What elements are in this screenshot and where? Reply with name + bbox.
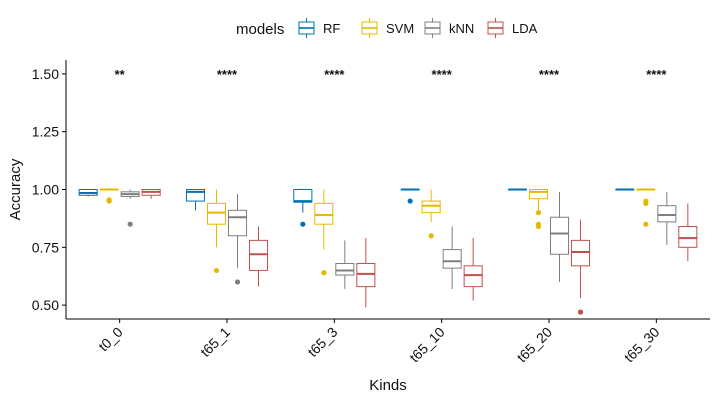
box-body (314, 202, 334, 225)
outlier-point (234, 279, 241, 285)
box-svm-t65_3 (314, 189, 334, 276)
box-knn-t65_1 (227, 194, 248, 285)
legend-label: SVM (386, 21, 414, 36)
legend-label: kNN (449, 21, 474, 36)
y-tick-label: 0.75 (32, 239, 59, 255)
box-lda-t65_1 (248, 226, 269, 287)
legend-key (487, 18, 504, 38)
x-tick-label: t65_10 (406, 324, 448, 366)
box-body (206, 202, 227, 225)
outlier-point (300, 221, 306, 227)
legend-item-svm: SVM (361, 18, 414, 38)
plot-area: ** **** **** **** **** **** (78, 67, 698, 315)
legend: models RF SVM kNN LDA (236, 18, 538, 38)
box-svm-t65_20 (528, 189, 549, 230)
x-tick-label: t65_20 (514, 324, 556, 366)
box-knn-t65_3 (335, 240, 355, 289)
legend-item-lda: LDA (487, 18, 538, 38)
significance-label: ** (115, 67, 126, 82)
box-svm-t0_0 (99, 188, 119, 204)
y-tick-label: 1.25 (32, 124, 59, 140)
x-tick-label: t0_0 (95, 324, 126, 355)
box-knn-t0_0 (120, 189, 140, 227)
box-rf-t65_30 (615, 188, 635, 191)
x-axis-title: Kinds (369, 377, 407, 394)
box-body (185, 189, 206, 202)
box-rf-t65_20 (507, 188, 528, 191)
significance-label: **** (539, 67, 560, 82)
box-lda-t0_0 (141, 189, 161, 199)
box-body (463, 265, 483, 288)
box-knn-t65_10 (442, 226, 462, 289)
legend-key (361, 18, 378, 38)
box-knn-t65_20 (549, 191, 570, 282)
box-body (570, 239, 591, 267)
box-lda-t65_3 (356, 238, 376, 308)
box-lda-t65_10 (463, 238, 483, 301)
outlier-point (643, 200, 649, 206)
box-body (528, 189, 549, 200)
box-svm-t65_1 (206, 189, 227, 274)
legend-label: LDA (512, 21, 538, 36)
y-tick-label: 1.00 (32, 182, 59, 198)
box-body (678, 226, 698, 248)
outlier-point (127, 221, 133, 227)
box-knn-t65_30 (657, 191, 677, 245)
box-body (421, 200, 441, 214)
outlier-point (321, 270, 327, 276)
legend-title: models (236, 21, 284, 38)
outlier-point (577, 309, 584, 315)
box-body (657, 205, 677, 223)
box-svm-t65_10 (421, 189, 441, 239)
significance-label: **** (646, 67, 667, 82)
legend-item-knn: kNN (424, 18, 474, 38)
box-rf-t65_10 (400, 188, 420, 204)
box-body (549, 216, 570, 255)
box-body (335, 263, 355, 276)
outlier-point (213, 267, 220, 274)
legend-item-rf: RF (298, 18, 340, 38)
x-tick-label: t65_30 (621, 324, 663, 366)
box-body (442, 249, 462, 269)
outlier-point (535, 210, 542, 216)
axes: 0.50 0.75 1.00 1.25 1.50 t0_0 t65_1 t65_3 t65_10… (7, 60, 710, 394)
outlier-point (407, 198, 413, 204)
legend-key (424, 18, 441, 38)
box-body (293, 189, 313, 203)
x-tick-label: t65_1 (197, 324, 233, 360)
box-lda-t65_20 (570, 219, 591, 315)
outlier-point (106, 197, 112, 203)
outlier-point (535, 223, 542, 230)
box-body (227, 209, 248, 237)
significance-label: **** (217, 67, 238, 82)
y-axis-title: Accuracy (7, 158, 24, 220)
box-svm-t65_30 (636, 188, 656, 227)
significance-label: **** (324, 67, 345, 82)
box-body (248, 239, 269, 271)
legend-key (298, 18, 315, 38)
outlier-point (428, 233, 434, 239)
box-rf-t65_3 (293, 189, 313, 227)
significance-label: **** (432, 67, 453, 82)
y-tick-label: 0.50 (32, 297, 59, 313)
box-body (356, 263, 376, 288)
y-tick-label: 1.50 (32, 66, 59, 82)
box-rf-t0_0 (78, 189, 98, 197)
box-rf-t65_1 (185, 189, 206, 211)
x-tick-label: t65_3 (304, 324, 340, 360)
outlier-point (643, 221, 649, 227)
box-lda-t65_30 (678, 203, 698, 262)
legend-label: RF (323, 21, 340, 36)
